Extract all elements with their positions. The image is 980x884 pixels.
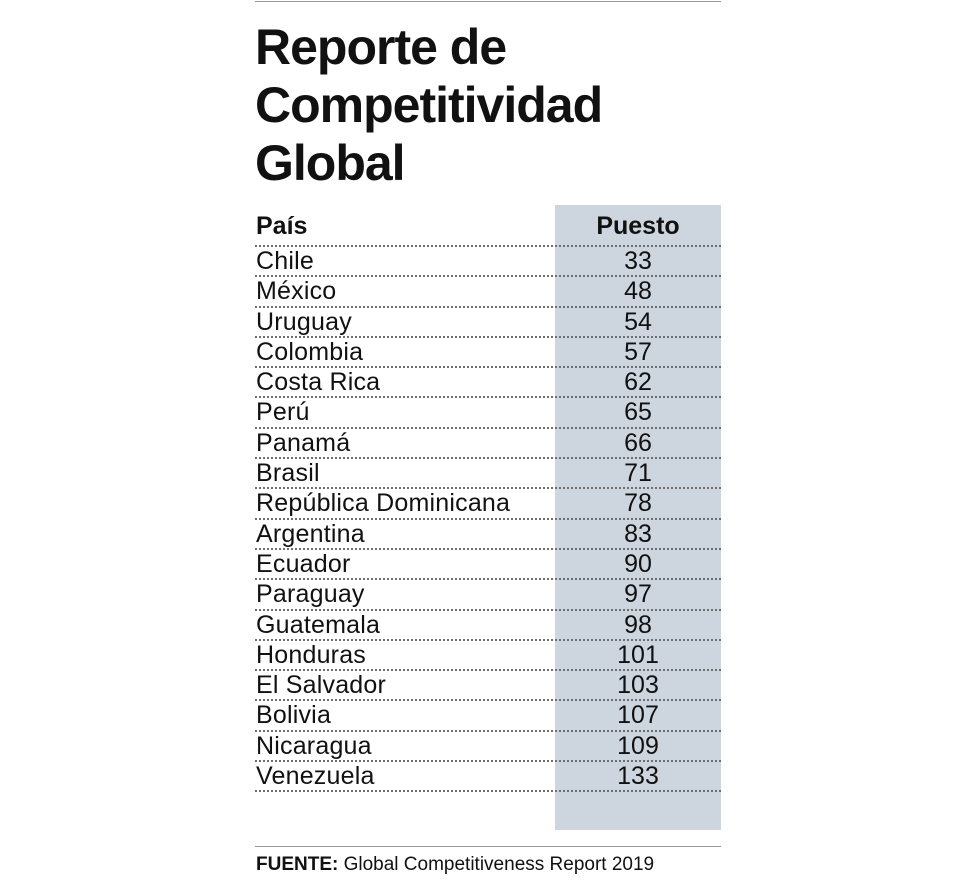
rank-cell: 98 <box>624 610 652 639</box>
rank-cell: 107 <box>617 701 659 730</box>
title-line-3: Global <box>255 135 406 191</box>
country-cell: Guatemala <box>256 610 381 639</box>
rank-cell: 78 <box>624 489 652 518</box>
country-cell: Honduras <box>256 640 366 669</box>
rank-cell: 65 <box>624 398 652 427</box>
source-text: Global Competitiveness Report 2019 <box>338 854 655 875</box>
rank-column-header: Puesto <box>596 212 680 240</box>
rank-cell: 103 <box>617 671 659 700</box>
top-rule <box>255 1 721 2</box>
table-row: Paraguay 97 <box>255 580 721 611</box>
title-line-1: Reporte de <box>255 19 507 75</box>
table-row: Brasil 71 <box>255 459 721 490</box>
table-row: Argentina 83 <box>255 520 721 550</box>
rank-cell: 133 <box>617 762 659 791</box>
table-row: El Salvador 103 <box>255 671 721 702</box>
table-row: Colombia 57 <box>255 337 721 369</box>
rank-cell: 83 <box>624 519 652 548</box>
country-cell: Brasil <box>256 459 320 488</box>
rank-cell: 97 <box>624 580 652 609</box>
country-cell: Venezuela <box>256 762 375 791</box>
table-header: País Puesto <box>255 210 721 242</box>
table-row: Perú 65 <box>255 398 721 429</box>
table-row: Panamá 66 <box>255 428 721 460</box>
country-cell: Ecuador <box>256 549 351 578</box>
table-row: México 48 <box>255 277 721 308</box>
rank-cell: 101 <box>617 640 659 669</box>
country-cell: Chile <box>256 247 314 275</box>
table-row: Honduras 101 <box>255 640 721 672</box>
country-cell: Argentina <box>256 519 365 548</box>
country-cell: Perú <box>256 398 310 427</box>
table-row: República Dominicana 78 <box>255 489 721 520</box>
table-row: Chile 33 <box>255 247 721 278</box>
rank-column-band <box>555 205 721 830</box>
rank-cell: 90 <box>624 549 652 578</box>
competitiveness-table-card: Reporte de Competitividad Global País Pu… <box>255 0 721 884</box>
table-row: Guatemala 98 <box>255 611 721 641</box>
title-line-2: Competitividad <box>255 77 603 133</box>
bottom-rule <box>255 846 721 847</box>
rank-cell: 54 <box>624 307 652 336</box>
country-cell: Nicaragua <box>256 731 372 760</box>
table-row: Nicaragua 109 <box>255 731 721 763</box>
country-cell: República Dominicana <box>256 489 511 518</box>
country-cell: Paraguay <box>256 580 365 609</box>
source-note: FUENTE: Global Competitiveness Report 20… <box>256 852 654 878</box>
chart-title: Reporte de Competitividad Global <box>255 18 721 192</box>
source-label: FUENTE: <box>256 854 339 875</box>
table-row: Venezuela 133 <box>255 762 721 793</box>
country-cell: Bolivia <box>256 701 332 730</box>
country-cell: Panamá <box>256 428 351 457</box>
table-body: Chile 33 México 48 Uruguay 54 Colombia 57 Costa … <box>255 245 721 793</box>
rank-cell: 48 <box>624 277 652 306</box>
country-cell: Uruguay <box>256 307 352 336</box>
country-column-header: País <box>256 212 308 240</box>
table-row: Uruguay 54 <box>255 308 721 338</box>
rank-cell: 57 <box>624 337 652 366</box>
rank-cell: 66 <box>624 428 652 457</box>
rank-cell: 71 <box>624 459 652 488</box>
country-cell: Colombia <box>256 337 364 366</box>
table-row: Bolivia 107 <box>255 701 721 732</box>
country-cell: México <box>256 277 337 306</box>
rank-cell: 33 <box>624 247 652 275</box>
country-cell: Costa Rica <box>256 368 381 397</box>
rank-cell: 62 <box>624 368 652 397</box>
country-cell: El Salvador <box>256 671 387 700</box>
rank-cell: 109 <box>617 731 659 760</box>
table-row: Ecuador 90 <box>255 549 721 581</box>
table-row: Costa Rica 62 <box>255 368 721 399</box>
